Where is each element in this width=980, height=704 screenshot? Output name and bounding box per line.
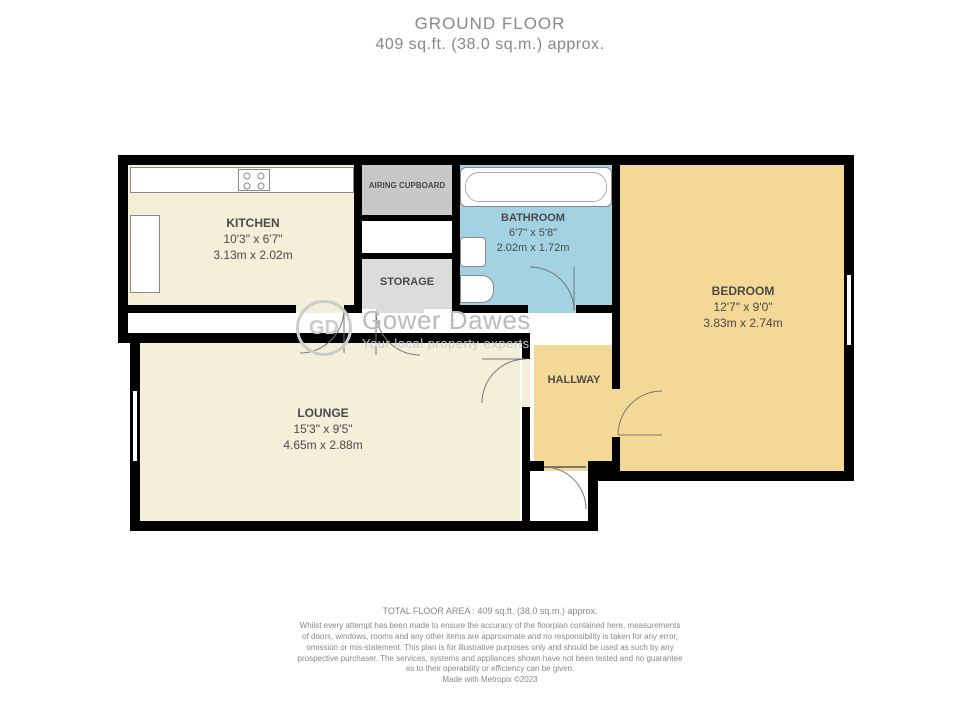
room-dim-metric: 3.83m x 2.74m — [668, 315, 818, 331]
door-arc-icon — [478, 357, 530, 409]
fixture-bathtub — [460, 167, 612, 207]
label-hallway: HALLWAY — [534, 373, 614, 388]
door-arc-icon — [374, 309, 426, 361]
floorplan-canvas: KITCHEN 10'3" x 6'7" 3.13m x 2.02m LOUNG… — [118, 155, 854, 531]
fixture-hob — [238, 169, 270, 191]
room-name: AIRING CUPBOARD — [360, 181, 454, 192]
room-name: BATHROOM — [468, 211, 598, 226]
footer-area: TOTAL FLOOR AREA : 409 sq.ft. (38.0 sq.m… — [0, 605, 980, 617]
wall — [358, 253, 458, 259]
wall — [358, 215, 458, 221]
room-dim-imperial: 10'3" x 6'7" — [188, 231, 318, 247]
door-arc-icon — [542, 465, 592, 515]
footer-disclaimer: Whilst every attempt has been made to en… — [0, 621, 980, 632]
floor-area: 409 sq.ft. (38.0 sq.m.) approx. — [0, 36, 980, 54]
label-lounge: LOUNGE 15'3" x 9'5" 4.65m x 2.88m — [248, 405, 398, 454]
room-name: HALLWAY — [534, 373, 614, 388]
label-bedroom: BEDROOM 12'7" x 9'0" 3.83m x 2.74m — [668, 283, 818, 332]
door-arc-icon — [526, 263, 578, 315]
wall — [588, 471, 854, 481]
footer: TOTAL FLOOR AREA : 409 sq.ft. (38.0 sq.m… — [0, 605, 980, 686]
wall — [118, 155, 128, 343]
floorplan-header: GROUND FLOOR 409 sq.ft. (38.0 sq.m.) app… — [0, 14, 980, 54]
room-dim-metric: 4.65m x 2.88m — [248, 437, 398, 453]
wall — [118, 155, 854, 165]
fixture-sink — [130, 215, 160, 293]
wall — [354, 155, 362, 313]
room-dim-metric: 2.02m x 1.72m — [468, 241, 598, 256]
room-name: KITCHEN — [188, 215, 318, 231]
footer-disclaimer: as to their operability or efficiency ca… — [0, 664, 980, 675]
room-dim-imperial: 15'3" x 9'5" — [248, 421, 398, 437]
floor-title: GROUND FLOOR — [0, 14, 980, 34]
room-dim-imperial: 6'7" x 5'8" — [468, 226, 598, 241]
room-dim-metric: 3.13m x 2.02m — [188, 247, 318, 263]
footer-disclaimer: of doors, windows, rooms and any other i… — [0, 632, 980, 643]
label-bathroom: BATHROOM 6'7" x 5'8" 2.02m x 1.72m — [468, 211, 598, 256]
room-name: LOUNGE — [248, 405, 398, 421]
fixture-toilet — [460, 275, 494, 303]
label-airing: AIRING CUPBOARD — [360, 181, 454, 192]
room-dim-imperial: 12'7" x 9'0" — [668, 299, 818, 315]
footer-disclaimer: Made with Metropix ©2023 — [0, 675, 980, 686]
room-hallway — [534, 345, 616, 465]
door-arc-icon — [616, 387, 668, 439]
footer-disclaimer: omission or mis-statement. This plan is … — [0, 643, 980, 654]
room-name: BEDROOM — [668, 283, 818, 299]
label-kitchen: KITCHEN 10'3" x 6'7" 3.13m x 2.02m — [188, 215, 318, 264]
footer-disclaimer: prospective purchaser. The services, sys… — [0, 654, 980, 665]
label-storage: STORAGE — [362, 275, 452, 290]
window-lounge — [131, 391, 139, 461]
wall — [452, 155, 460, 313]
door-arc-icon — [296, 305, 348, 357]
room-name: STORAGE — [362, 275, 452, 290]
window-bedroom — [845, 275, 853, 345]
